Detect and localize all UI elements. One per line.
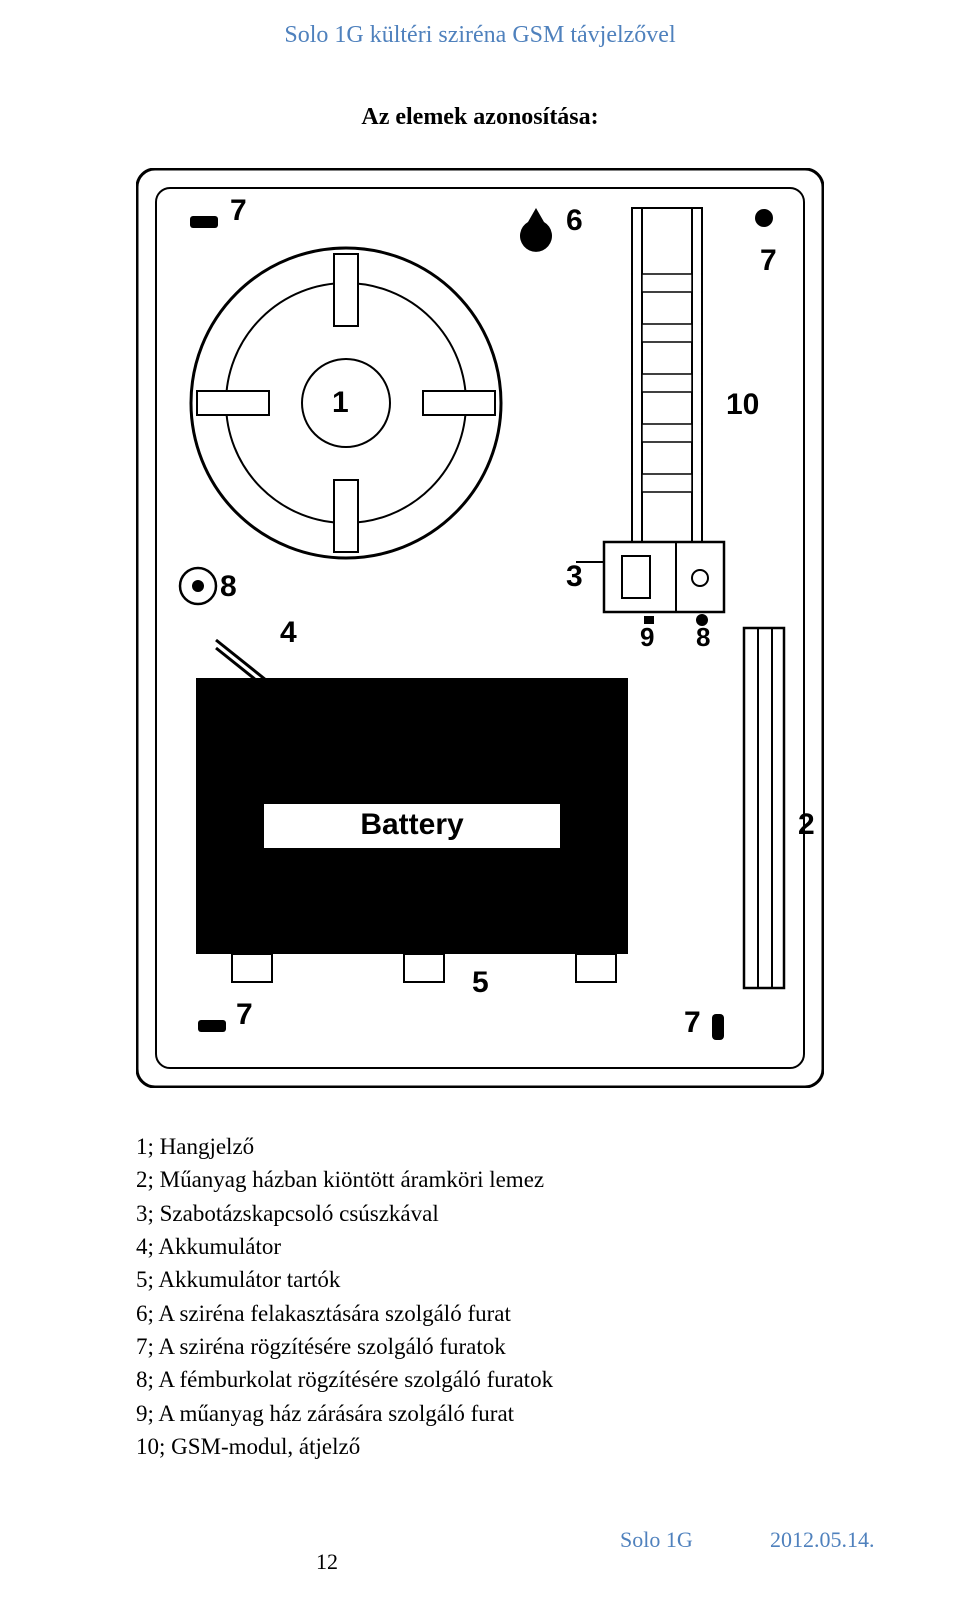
legend-item: 7; A sziréna rögzítésére szolgáló furato…	[136, 1330, 553, 1363]
callout-1: 1	[332, 386, 349, 420]
footer-model: Solo 1G	[620, 1527, 693, 1553]
callout-7-bottom-right: 7	[684, 1006, 701, 1040]
legend-item: 8; A fémburkolat rögzítésére szolgáló fu…	[136, 1363, 553, 1396]
callout-7-top-left: 7	[230, 194, 247, 228]
page-number: 12	[316, 1549, 338, 1575]
callout-2: 2	[798, 808, 815, 842]
callout-9: 9	[640, 622, 654, 653]
legend-item: 5; Akkumulátor tartók	[136, 1263, 553, 1296]
callout-7-top-right: 7	[760, 244, 777, 278]
diagram-svg	[136, 168, 824, 1088]
page-header: Solo 1G kültéri sziréna GSM távjelzővel	[0, 22, 960, 49]
legend-item: 4; Akkumulátor	[136, 1230, 553, 1263]
callout-5: 5	[472, 966, 489, 1000]
callout-8-right: 8	[696, 622, 710, 653]
legend-item: 2; Műanyag házban kiöntött áramköri leme…	[136, 1163, 553, 1196]
legend-item: 10; GSM-modul, átjelző	[136, 1430, 553, 1463]
legend-item: 1; Hangjelző	[136, 1130, 553, 1163]
callout-7-bottom-left: 7	[236, 998, 253, 1032]
callout-4: 4	[280, 616, 297, 650]
battery-label: Battery	[272, 808, 552, 842]
callout-3: 3	[566, 560, 583, 594]
legend-item: 6; A sziréna felakasztására szolgáló fur…	[136, 1297, 553, 1330]
callout-10: 10	[726, 388, 759, 422]
callout-6: 6	[566, 204, 583, 238]
legend-list: 1; Hangjelző 2; Műanyag házban kiöntött …	[136, 1130, 553, 1463]
legend-item: 9; A műanyag ház zárására szolgáló furat	[136, 1397, 553, 1430]
footer-date: 2012.05.14.	[770, 1527, 875, 1553]
legend-item: 3; Szabotázskapcsoló csúszkával	[136, 1197, 553, 1230]
section-title: Az elemek azonosítása:	[0, 104, 960, 131]
callout-8-left: 8	[220, 570, 237, 604]
device-diagram: 1 7 6 7 10 3 9 8 8 4 5 7 7 2 Battery	[136, 168, 824, 1088]
